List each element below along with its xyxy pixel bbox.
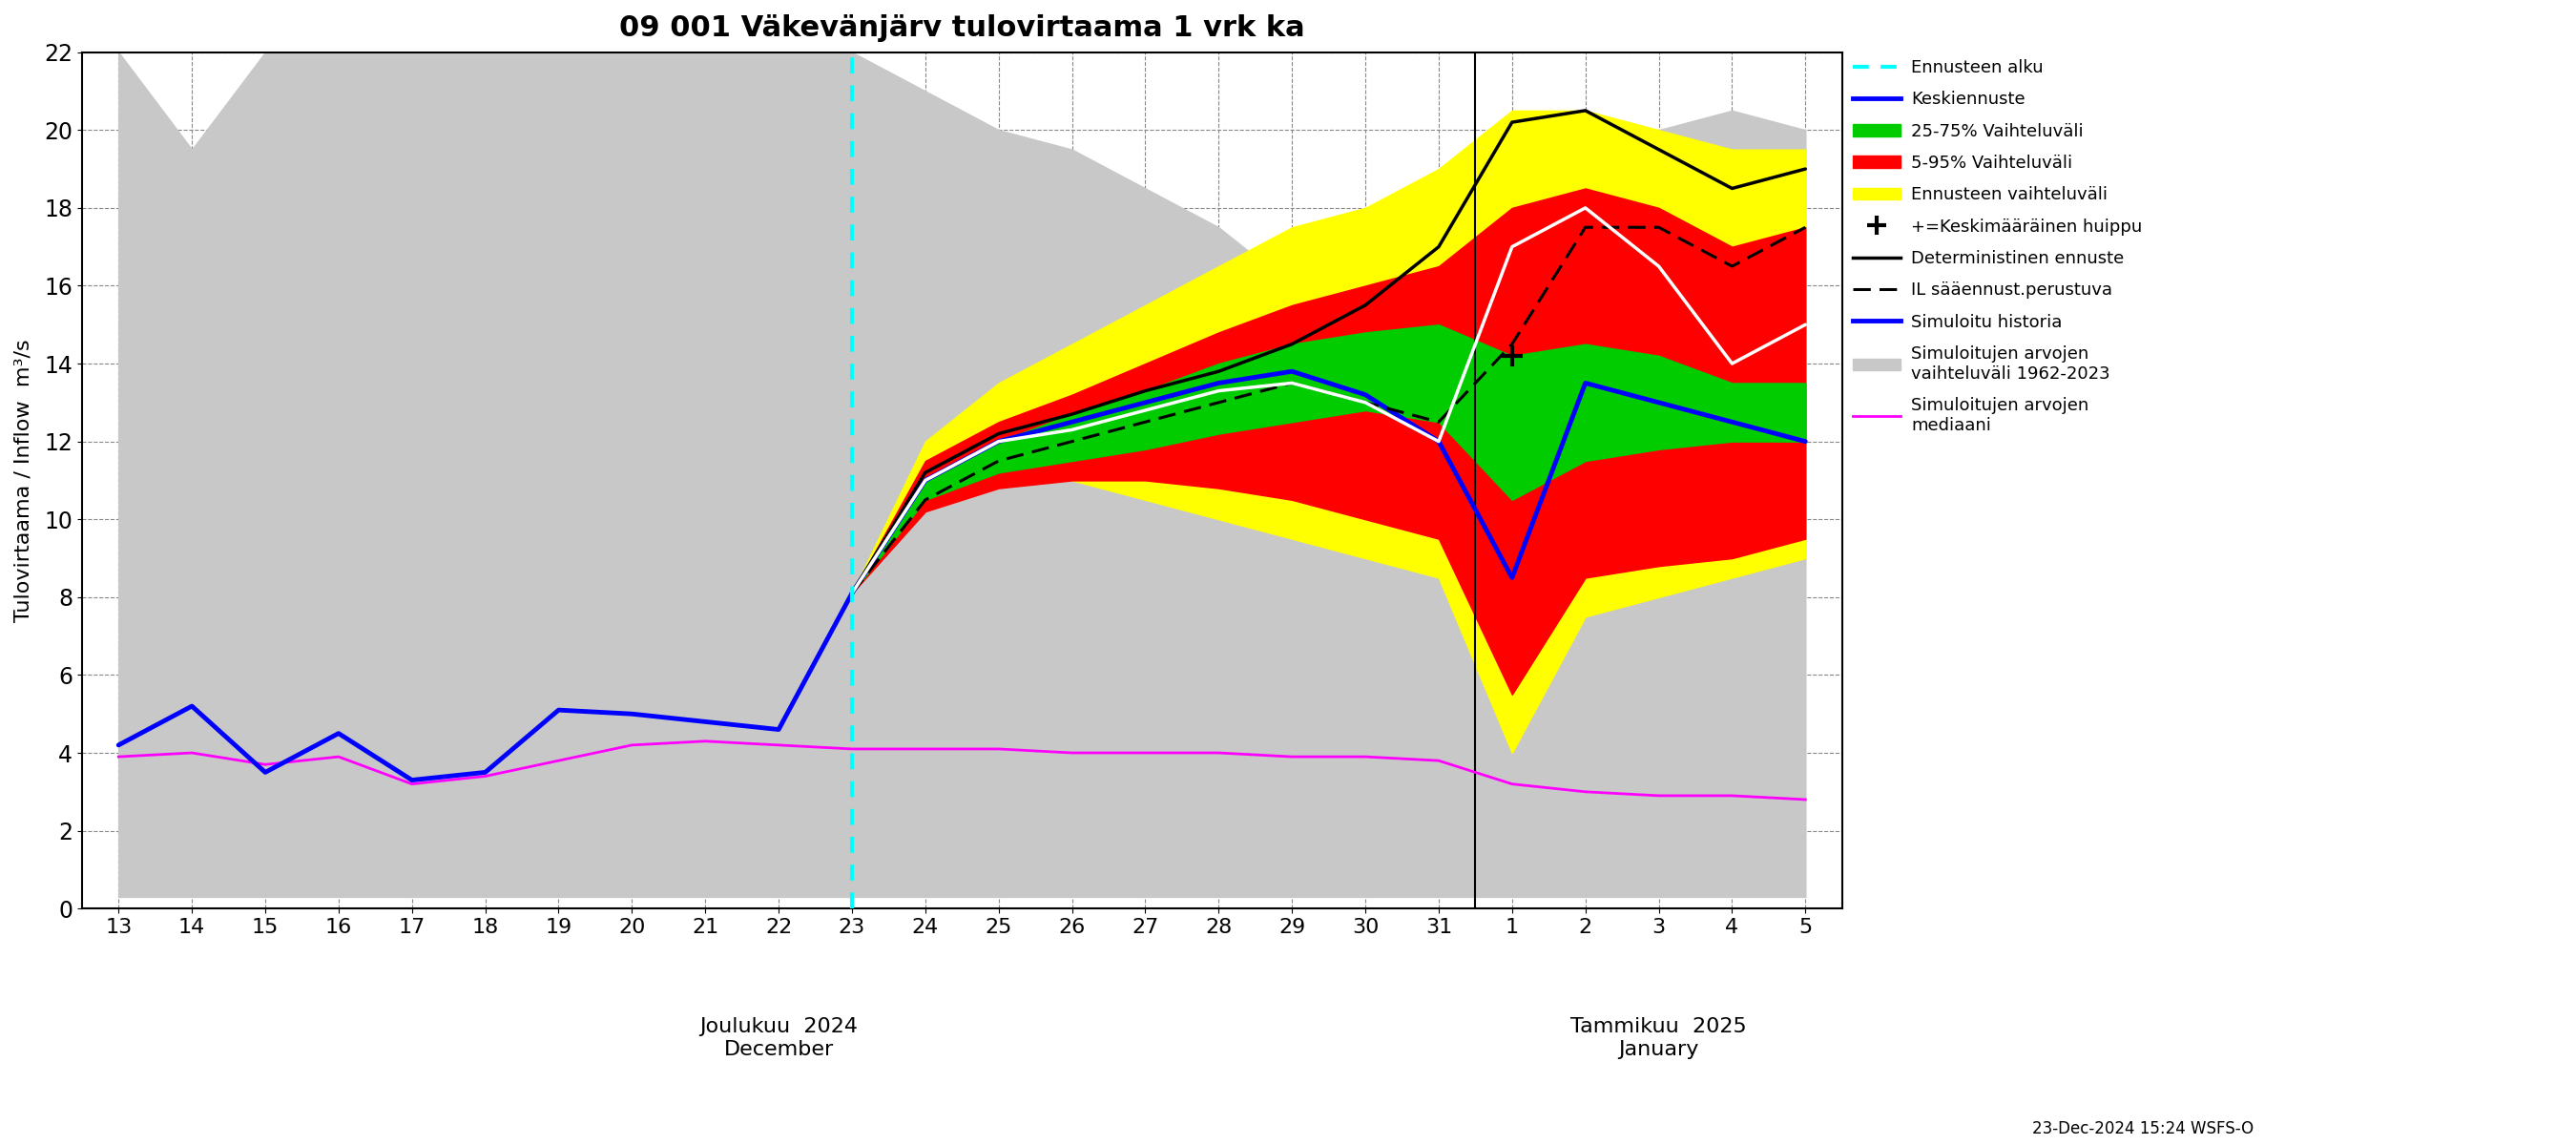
Title: 09 001 Väkevänjärv tulovirtaama 1 vrk ka: 09 001 Väkevänjärv tulovirtaama 1 vrk ka bbox=[618, 14, 1306, 42]
Legend: Ennusteen alku, Keskiennuste, 25-75% Vaihteluväli, 5-95% Vaihteluväli, Ennusteen: Ennusteen alku, Keskiennuste, 25-75% Vai… bbox=[1844, 53, 2148, 441]
Text: Joulukuu  2024
December: Joulukuu 2024 December bbox=[701, 1018, 858, 1059]
Y-axis label: Tulovirtaama / Inflow  m³/s: Tulovirtaama / Inflow m³/s bbox=[15, 339, 33, 622]
Text: Tammikuu  2025
January: Tammikuu 2025 January bbox=[1571, 1018, 1747, 1059]
Text: 23-Dec-2024 15:24 WSFS-O: 23-Dec-2024 15:24 WSFS-O bbox=[2032, 1120, 2254, 1137]
